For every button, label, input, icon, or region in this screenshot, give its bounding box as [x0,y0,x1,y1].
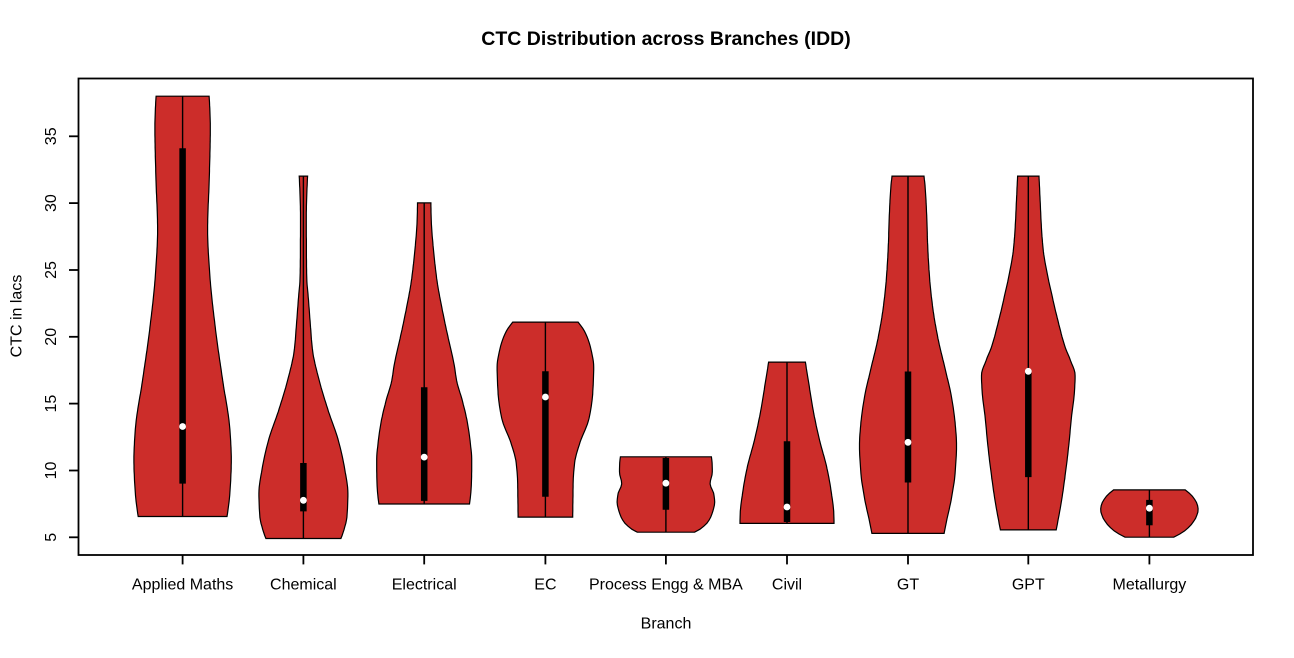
svg-text:15: 15 [43,395,60,413]
svg-text:20: 20 [43,328,60,346]
svg-text:GPT: GPT [1012,577,1045,594]
svg-text:GT: GT [897,577,919,594]
svg-text:Electrical: Electrical [392,577,457,594]
svg-text:CTC in lacs: CTC in lacs [9,275,26,358]
svg-text:25: 25 [43,261,60,279]
svg-text:Process Engg & MBA: Process Engg & MBA [589,577,743,594]
svg-text:10: 10 [43,462,60,480]
svg-text:EC: EC [534,577,556,594]
svg-text:35: 35 [43,127,60,145]
svg-text:Chemical: Chemical [270,577,337,594]
svg-text:Branch: Branch [641,616,692,633]
svg-text:Metallurgy: Metallurgy [1112,577,1186,594]
svg-text:Civil: Civil [772,577,802,594]
svg-text:30: 30 [43,194,60,212]
svg-text:5: 5 [43,533,60,542]
svg-text:Applied Maths: Applied Maths [132,577,233,594]
svg-text:CTC Distribution across Branch: CTC Distribution across Branches (IDD) [481,28,850,50]
